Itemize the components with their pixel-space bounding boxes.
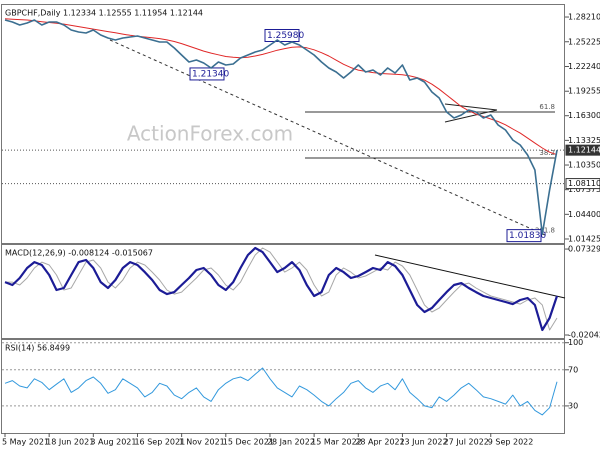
annotation-box — [189, 67, 225, 81]
series-line — [4, 246, 559, 332]
price-box — [565, 144, 600, 156]
y-tick-label: 1.16300 — [568, 111, 600, 120]
series-line — [4, 367, 558, 416]
panel-title: GBPCHF,Daily 1.12334 1.12555 1.11954 1.1… — [5, 9, 203, 18]
fib-label: 38.2 — [539, 149, 555, 157]
price-label: 1.12144 — [568, 146, 600, 155]
x-tick-label: 27 Jul 2022 — [444, 438, 489, 447]
y-tick-label: 1.01425 — [568, 234, 600, 243]
panel-title: RSI(14) 56.8499 — [5, 344, 70, 353]
fib-label: 261.8 — [535, 227, 555, 235]
x-tick-label: 15 Dec 2021 — [223, 438, 274, 447]
x-tick-label: 18 Jun 2021 — [46, 438, 94, 447]
macd-panel — [1, 244, 565, 339]
y-tick-label: 1.19255 — [568, 87, 600, 96]
triangle-line — [444, 103, 498, 111]
annotation-box — [264, 28, 300, 42]
price-panel — [1, 4, 565, 244]
y-tick-label: 1.13325 — [568, 136, 600, 145]
x-tick-label: 3 Aug 2021 — [90, 438, 136, 447]
x-tick-label: 5 May 2021 — [2, 438, 49, 447]
x-tick-label: 13 Jun 2022 — [399, 438, 447, 447]
price-box — [565, 178, 600, 190]
x-tick-label: 1 Nov 2021 — [179, 438, 225, 447]
fib-label: 61.8 — [539, 103, 555, 111]
series-line — [4, 19, 558, 235]
y-tick-label: 70 — [568, 365, 578, 374]
x-tick-label: 16 Sep 2021 — [134, 438, 185, 447]
annotation-label: 1.01830 — [509, 231, 546, 241]
watermark: ActionForex.com — [127, 122, 293, 146]
y-tick-label: 1.22240 — [568, 62, 600, 71]
annotation-label: 1.21340 — [192, 69, 229, 79]
y-tick-label: 0.07329 — [568, 245, 600, 254]
y-tick-label: 1.25225 — [568, 37, 600, 46]
series-line — [5, 247, 558, 331]
x-tick-label: 28 Jan 2022 — [267, 438, 315, 447]
x-tick-label: 15 Mar 2022 — [311, 438, 362, 447]
y-tick-label: 1.28210 — [568, 13, 600, 22]
y-tick-label: 30 — [568, 401, 578, 410]
panel-title: MACD(12,26,9) -0.008124 -0.015067 — [5, 249, 153, 258]
y-tick-label: -0.020427 — [568, 330, 600, 339]
x-tick-label: 9 Sep 2022 — [488, 438, 534, 447]
annotation-label: 1.25980 — [267, 31, 304, 41]
rsi-panel — [1, 339, 565, 434]
y-tick-label: 100 — [568, 338, 583, 347]
y-tick-label: 1.07375 — [568, 185, 600, 194]
trendline — [109, 39, 546, 236]
price-label: 1.08110 — [568, 179, 600, 188]
series-line — [4, 18, 558, 156]
annotation-box — [506, 229, 542, 243]
y-tick-label: 1.04400 — [568, 210, 600, 219]
x-tick-label: 28 Apr 2022 — [355, 438, 404, 447]
macd-trendline — [374, 254, 566, 299]
y-tick-label: 1.10350 — [568, 161, 600, 170]
